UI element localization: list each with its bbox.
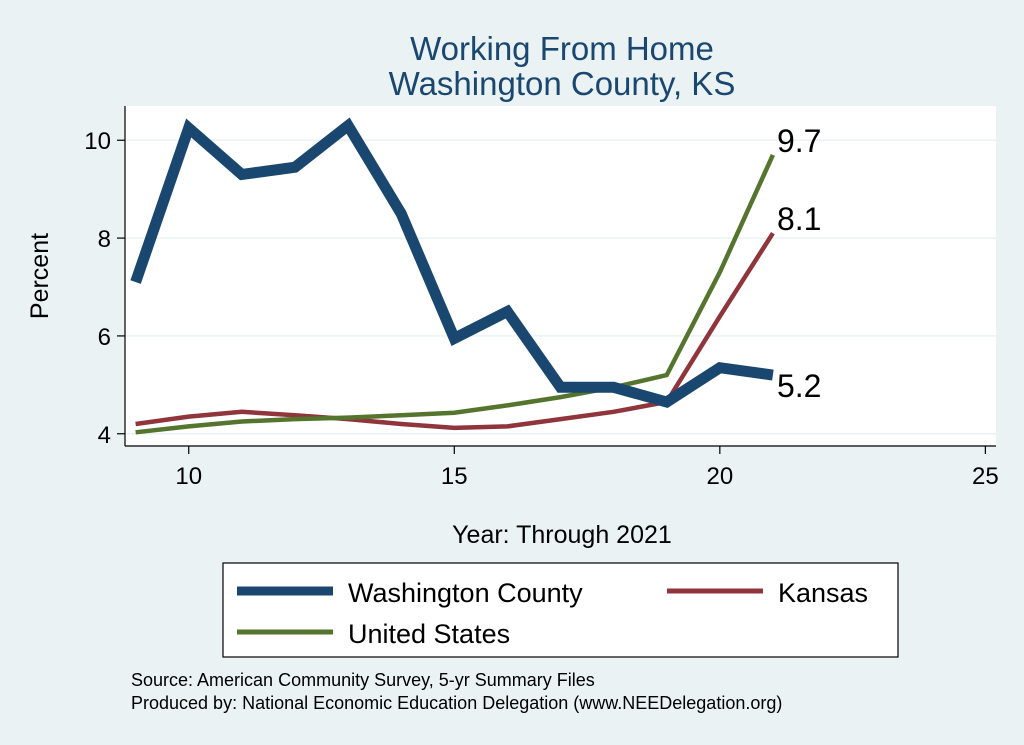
chart-title: Working From Home bbox=[410, 30, 714, 67]
end-label-kansas: 8.1 bbox=[777, 201, 821, 237]
y-axis-label: Percent bbox=[26, 233, 54, 319]
end-label-united-states: 9.7 bbox=[777, 123, 821, 159]
series-lines bbox=[130, 117, 775, 435]
x-tick-label-25: 25 bbox=[972, 463, 999, 490]
y-tick-label-8: 8 bbox=[98, 226, 111, 253]
series-line-united-states bbox=[135, 153, 775, 435]
legend-label-kansas: Kansas bbox=[778, 578, 868, 608]
chart-subtitle: Washington County, KS bbox=[389, 65, 736, 102]
legend-label-united-states: United States bbox=[348, 619, 510, 649]
source-note: Source: American Community Survey, 5-yr … bbox=[131, 670, 595, 690]
y-tick-label-10: 10 bbox=[84, 128, 111, 155]
y-tick-label-4: 4 bbox=[98, 422, 111, 449]
legend-box bbox=[222, 562, 899, 658]
x-axis-label: Year: Through 2021 bbox=[452, 521, 672, 549]
y-tick-label-6: 6 bbox=[98, 324, 111, 351]
end-label-washington-county: 5.2 bbox=[777, 368, 821, 404]
series-line-washington-county bbox=[130, 117, 774, 408]
legend: Washington County Kansas United States bbox=[222, 562, 899, 658]
x-tick-label-20: 20 bbox=[706, 463, 733, 490]
x-tick-label-10: 10 bbox=[175, 463, 202, 490]
legend-label-washington-county: Washington County bbox=[348, 578, 583, 608]
axes: 4 6 8 10 10 15 20 25 bbox=[84, 106, 999, 490]
x-tick-label-15: 15 bbox=[441, 463, 468, 490]
gridlines bbox=[125, 139, 996, 435]
end-labels: 5.2 8.1 9.7 bbox=[777, 123, 821, 404]
produced-by-note: Produced by: National Economic Education… bbox=[131, 693, 782, 713]
